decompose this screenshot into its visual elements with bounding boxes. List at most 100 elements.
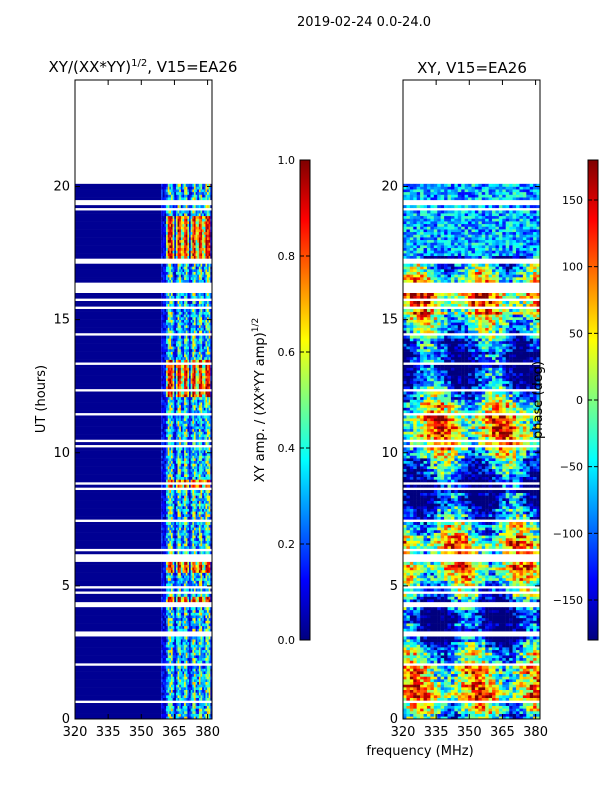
amplitude-cell xyxy=(189,716,191,719)
amplitude-cell xyxy=(174,569,177,573)
amplitude-cell xyxy=(180,681,183,685)
amplitude-cell xyxy=(200,324,203,328)
amplitude-cell xyxy=(193,242,196,246)
amplitude-cell xyxy=(202,692,204,696)
amplitude-cell xyxy=(208,617,211,621)
amplitude-cell xyxy=(172,625,175,629)
amplitude-cell xyxy=(164,383,167,387)
amplitude-cell xyxy=(162,399,165,403)
amplitude-cell xyxy=(197,639,200,643)
amplitude-cell xyxy=(187,303,190,307)
amplitude-cell xyxy=(161,426,164,430)
amplitude-cell xyxy=(200,711,203,714)
amplitude-cell xyxy=(187,253,190,257)
amplitude-cell xyxy=(195,351,198,355)
amplitude-cell xyxy=(184,617,186,621)
amplitude-cell xyxy=(171,402,173,406)
amplitude-cell xyxy=(175,498,178,501)
amplitude-cell xyxy=(185,474,188,478)
amplitude-cell xyxy=(187,447,190,451)
amplitude-cell xyxy=(167,471,170,475)
amplitude-cell xyxy=(193,407,196,411)
amplitude-cell xyxy=(208,314,211,318)
amplitude-cell xyxy=(161,516,164,520)
amplitude-cell xyxy=(195,404,198,408)
amplitude-cell xyxy=(190,535,193,539)
amplitude-cell xyxy=(169,458,172,462)
amplitude-cell xyxy=(167,266,170,270)
amplitude-cell xyxy=(164,492,167,496)
amplitude-cell xyxy=(184,529,186,533)
amplitude-cell xyxy=(187,476,190,480)
amplitude-cell xyxy=(202,311,204,315)
amplitude-cell xyxy=(177,535,180,539)
amplitude-cell xyxy=(198,639,201,643)
amplitude-cell xyxy=(167,540,170,544)
amplitude-cell xyxy=(174,399,177,403)
amplitude-cell xyxy=(192,636,195,640)
amplitude-cell xyxy=(203,705,206,709)
amplitude-cell xyxy=(197,484,200,488)
amplitude-cell xyxy=(192,623,195,627)
amplitude-cell xyxy=(182,359,185,363)
amplitude-cell xyxy=(171,681,173,685)
amplitude-cell xyxy=(171,713,173,717)
amplitude-cell xyxy=(198,671,201,675)
amplitude-cell xyxy=(175,684,178,688)
amplitude-cell xyxy=(171,466,173,470)
amplitude-cell xyxy=(172,380,175,384)
amplitude-cell xyxy=(190,316,193,320)
amplitude-cell xyxy=(197,711,200,714)
amplitude-cell xyxy=(180,378,183,382)
amplitude-cell xyxy=(166,394,168,398)
amplitude-cell xyxy=(190,380,193,384)
amplitude-cell xyxy=(203,423,206,427)
amplitude-cell xyxy=(182,617,185,621)
amplitude-cell xyxy=(75,615,162,619)
amplitude-cell xyxy=(205,561,208,565)
amplitude-cell xyxy=(202,551,204,555)
amplitude-cell xyxy=(200,615,203,619)
amplitude-cell xyxy=(202,402,204,406)
amplitude-cell xyxy=(193,551,196,555)
amplitude-cell xyxy=(195,588,198,592)
amplitude-cell xyxy=(171,447,173,451)
amplitude-cell xyxy=(175,410,178,414)
amplitude-cell xyxy=(202,460,204,464)
amplitude-cell xyxy=(184,231,186,235)
amplitude-cell xyxy=(182,311,185,315)
amplitude-cell xyxy=(171,455,173,459)
amplitude-cell xyxy=(205,239,208,243)
amplitude-cell xyxy=(174,577,177,581)
amplitude-cell xyxy=(208,471,211,475)
amplitude-cell xyxy=(162,434,165,438)
amplitude-cell xyxy=(174,308,177,312)
amplitude-cell xyxy=(195,343,198,347)
amplitude-cell xyxy=(162,346,165,350)
amplitude-cell xyxy=(195,593,198,597)
amplitude-cell xyxy=(182,513,185,517)
amplitude-cell xyxy=(208,399,211,403)
amplitude-cell xyxy=(166,391,168,395)
amplitude-cell xyxy=(200,716,203,719)
amplitude-cell xyxy=(171,239,173,243)
amplitude-cell xyxy=(208,277,211,280)
amplitude-cell xyxy=(210,516,212,520)
amplitude-cell xyxy=(190,607,193,611)
amplitude-cell xyxy=(184,271,186,275)
amplitude-cell xyxy=(203,434,206,438)
amplitude-cell xyxy=(193,277,196,280)
amplitude-cell xyxy=(166,450,168,454)
amplitude-cell xyxy=(164,474,167,478)
amplitude-cell xyxy=(171,319,173,323)
amplitude-cell xyxy=(210,436,212,440)
amplitude-cell xyxy=(182,426,185,430)
amplitude-cell xyxy=(182,404,185,408)
amplitude-cell xyxy=(198,716,201,719)
amplitude-cell xyxy=(172,452,175,456)
amplitude-cell xyxy=(174,593,177,597)
amplitude-cell xyxy=(177,322,180,326)
amplitude-cell xyxy=(197,527,200,531)
amplitude-cell xyxy=(172,330,175,334)
amplitude-cell xyxy=(208,269,211,272)
